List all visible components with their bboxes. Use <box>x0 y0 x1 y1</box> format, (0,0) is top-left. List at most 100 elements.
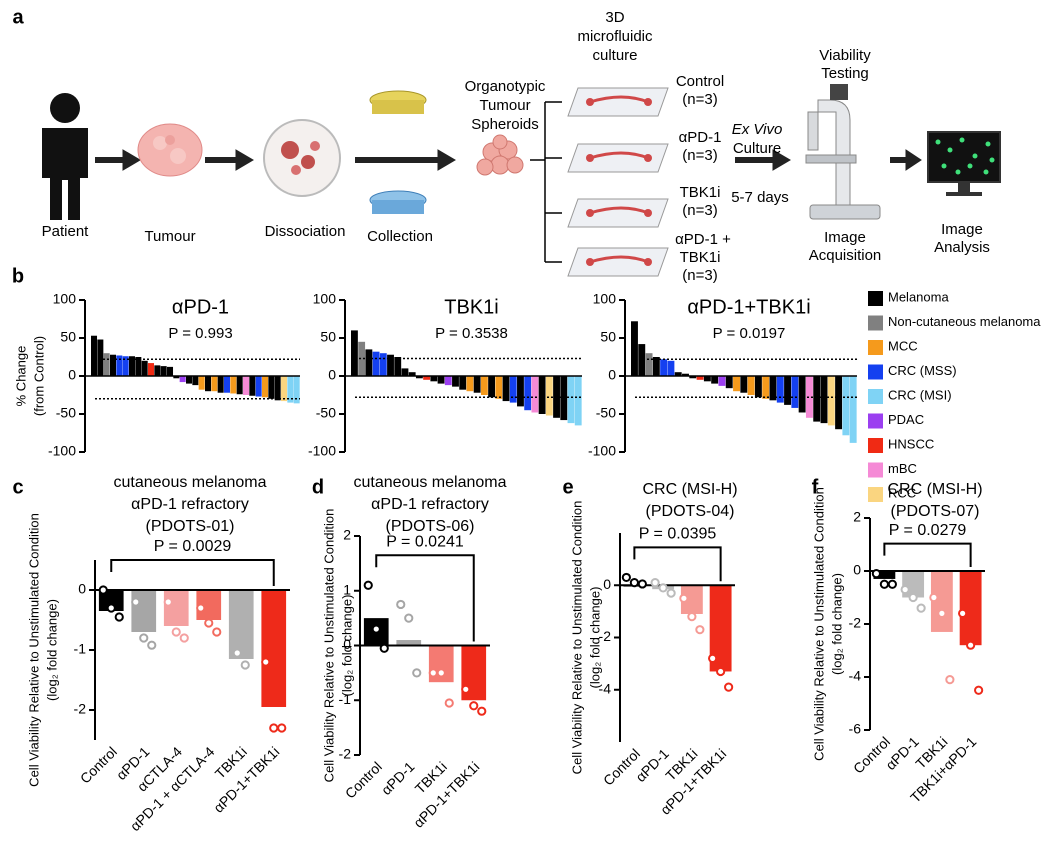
data-point <box>404 613 414 623</box>
bar <box>98 590 124 611</box>
bar <box>268 376 275 399</box>
condition: (n=3) <box>682 147 717 164</box>
chart-title: (PDOTS-01) <box>146 518 235 535</box>
y-tick-label: -4 <box>599 680 612 696</box>
bar <box>135 357 142 376</box>
data-point <box>937 608 947 619</box>
y-axis-label: % Change <box>13 346 28 407</box>
chips <box>567 87 669 277</box>
y-tick-label: -2 <box>339 746 352 762</box>
bar <box>574 376 582 426</box>
annotation: P = 0.0395 <box>639 526 717 543</box>
data-point <box>461 684 471 694</box>
legend-swatch <box>868 413 883 429</box>
bar <box>776 376 784 403</box>
data-point <box>371 624 381 634</box>
bar <box>154 365 161 376</box>
condition: TBK1i <box>680 184 721 201</box>
bar <box>262 376 269 398</box>
step-label: Analysis <box>934 239 990 256</box>
step-label: Image <box>824 229 866 246</box>
bar <box>192 376 199 386</box>
step-label: microfluidic <box>577 28 653 45</box>
x-tick-label: Control <box>342 758 385 801</box>
bar <box>91 335 98 376</box>
chart-title: TBK1i <box>444 296 498 318</box>
bar <box>560 376 568 421</box>
y-tick-label: 50 <box>600 329 616 345</box>
legend-label: CRC (MSI) <box>888 387 952 402</box>
y-tick-label: 2 <box>343 527 351 543</box>
bar <box>167 366 174 376</box>
y-tick-label: -2 <box>849 615 862 631</box>
bar <box>480 376 488 395</box>
bar <box>631 321 638 376</box>
bar <box>243 376 250 395</box>
bar <box>97 339 104 376</box>
dish-icon <box>263 119 341 197</box>
y-tick-label: 0 <box>78 581 86 597</box>
bar <box>495 376 503 399</box>
y-tick-label: 0 <box>853 562 861 578</box>
y-tick-label: 0 <box>328 367 336 383</box>
panel-a: a Patient Tumour Dissociation Collection <box>12 6 1001 284</box>
step-label: culture <box>592 47 637 64</box>
condition: Control <box>676 73 724 90</box>
bar <box>798 376 806 413</box>
step-label: Culture <box>733 140 781 157</box>
y-tick-label: -100 <box>588 443 616 459</box>
bar <box>141 360 148 376</box>
chart-title: αPD-1+TBK1i <box>687 296 810 318</box>
bar <box>423 376 431 380</box>
bar <box>459 376 467 390</box>
bar <box>401 368 409 376</box>
bar <box>205 376 212 392</box>
bar <box>452 376 459 387</box>
chart-title: αPD-1 refractory <box>371 496 489 513</box>
y-tick-label: -6 <box>849 721 862 737</box>
y-tick-label: -4 <box>849 668 862 684</box>
y-tick-label: 100 <box>313 291 337 307</box>
legend-label: Melanoma <box>888 289 949 304</box>
bar <box>682 373 689 376</box>
data-point <box>621 572 631 583</box>
step-label: Viability <box>819 47 871 64</box>
bar <box>131 590 157 632</box>
chart-title: (PDOTS-06) <box>386 518 475 535</box>
y-tick-label: -1 <box>74 641 87 657</box>
bar <box>396 640 422 646</box>
annotation: P = 0.993 <box>168 325 232 342</box>
data-point <box>232 648 242 658</box>
bar <box>372 351 380 376</box>
y-tick-label: 2 <box>853 509 861 525</box>
data-point <box>261 657 271 667</box>
data-point <box>477 706 487 716</box>
data-point <box>436 668 446 678</box>
bar <box>228 590 254 659</box>
legend-swatch <box>868 487 883 502</box>
bar <box>696 376 704 380</box>
y-axis-label: (log₂ fold change) <box>44 599 59 701</box>
data-point <box>879 579 889 589</box>
bar <box>791 376 799 408</box>
bar <box>502 376 510 402</box>
step-label: Tumour <box>479 97 530 114</box>
data-point <box>396 599 406 610</box>
data-point <box>277 723 287 733</box>
bar <box>466 376 474 392</box>
bar <box>186 376 193 384</box>
bar <box>820 376 828 424</box>
bar <box>711 376 719 384</box>
panel-label: f <box>812 476 819 498</box>
bar <box>116 355 123 376</box>
chart-title: CRC (MSI-H) <box>887 481 982 498</box>
legend-label: mBC <box>888 461 917 476</box>
bar <box>129 356 136 376</box>
significance-bracket <box>375 554 475 642</box>
y-tick-label: 0 <box>343 636 351 652</box>
step-label: Tumour <box>144 228 195 245</box>
data-point <box>147 640 157 650</box>
bar <box>680 585 703 614</box>
data-point <box>428 668 438 678</box>
legend-swatch <box>868 364 883 380</box>
